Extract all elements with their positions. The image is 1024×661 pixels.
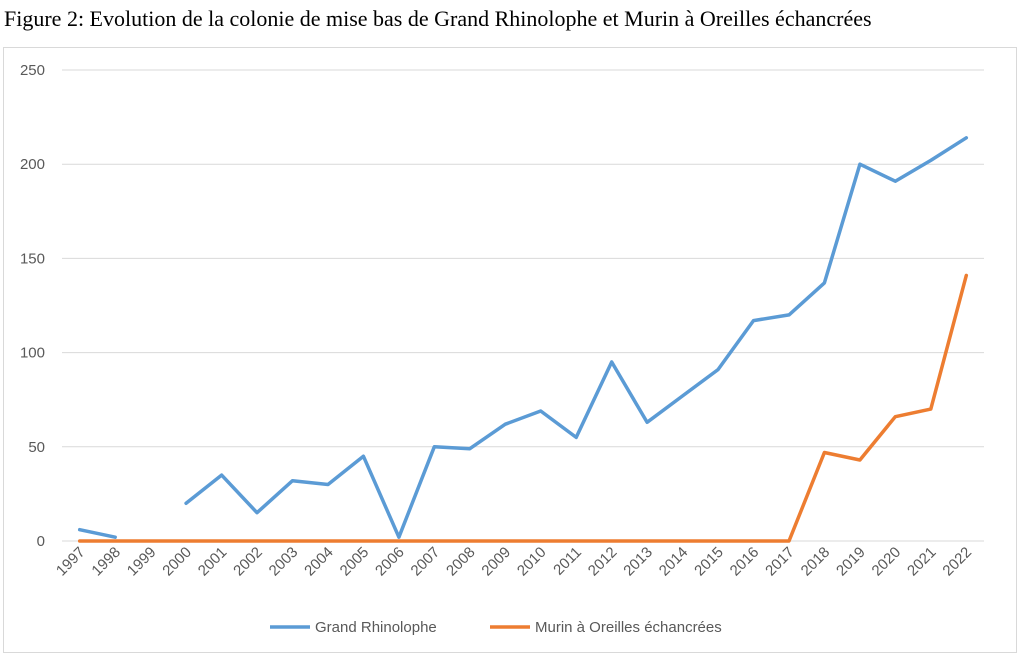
series-line-2 [77, 273, 969, 543]
x-tick-label: 2022 [939, 544, 975, 580]
x-tick-label: 2017 [762, 544, 798, 580]
x-tick-label: 2018 [798, 544, 834, 580]
y-axis-ticks: 0 50 100 150 200 250 [20, 62, 45, 550]
figure-title: Figure 2: Evolution de la colonie de mis… [4, 6, 872, 31]
x-tick-label: 2002 [230, 544, 266, 580]
x-tick-label: 2001 [195, 544, 231, 580]
x-axis-ticks: 1997 1998 1999 2000 2001 2002 2003 2004 2005 2006… [53, 544, 975, 580]
y-tick-label: 200 [20, 156, 45, 173]
x-tick-label: 2014 [656, 544, 692, 580]
y-tick-label: 150 [20, 250, 45, 267]
x-tick-label: 2006 [372, 544, 408, 580]
legend-label-1: Grand Rhinolophe [315, 619, 437, 636]
series-line-1 [184, 136, 969, 539]
x-tick-label: 2004 [301, 544, 337, 580]
x-tick-label: 1998 [88, 544, 124, 580]
x-tick-label: 2013 [620, 544, 656, 580]
y-tick-label: 0 [37, 533, 45, 550]
x-tick-label: 2000 [159, 544, 195, 580]
x-tick-label: 2016 [727, 544, 763, 580]
legend-label-2: Murin à Oreilles échancrées [535, 619, 722, 636]
x-tick-label: 1997 [53, 544, 89, 580]
series-line-1 [77, 527, 117, 539]
x-tick-label: 2019 [833, 544, 869, 580]
x-tick-label: 2010 [514, 544, 550, 580]
chart-frame [3, 47, 1017, 653]
x-tick-label: 2005 [337, 544, 373, 580]
x-tick-label: 2008 [443, 544, 479, 580]
y-tick-label: 50 [28, 439, 45, 456]
x-tick-label: 2012 [585, 544, 621, 580]
x-tick-label: 2011 [550, 544, 585, 579]
x-tick-label: 2021 [904, 544, 940, 580]
legend: Grand Rhinolophe Murin à Oreilles échancr… [270, 619, 722, 636]
series-lines [77, 136, 969, 543]
y-tick-label: 250 [20, 62, 45, 79]
x-tick-label: 2007 [408, 544, 444, 580]
x-tick-label: 2015 [691, 544, 727, 580]
x-tick-label: 2009 [478, 544, 514, 580]
x-tick-label: 1999 [124, 544, 160, 580]
gridlines [62, 69, 984, 542]
y-tick-label: 100 [20, 345, 45, 362]
x-tick-label: 2020 [869, 544, 905, 580]
x-tick-label: 2003 [266, 544, 302, 580]
